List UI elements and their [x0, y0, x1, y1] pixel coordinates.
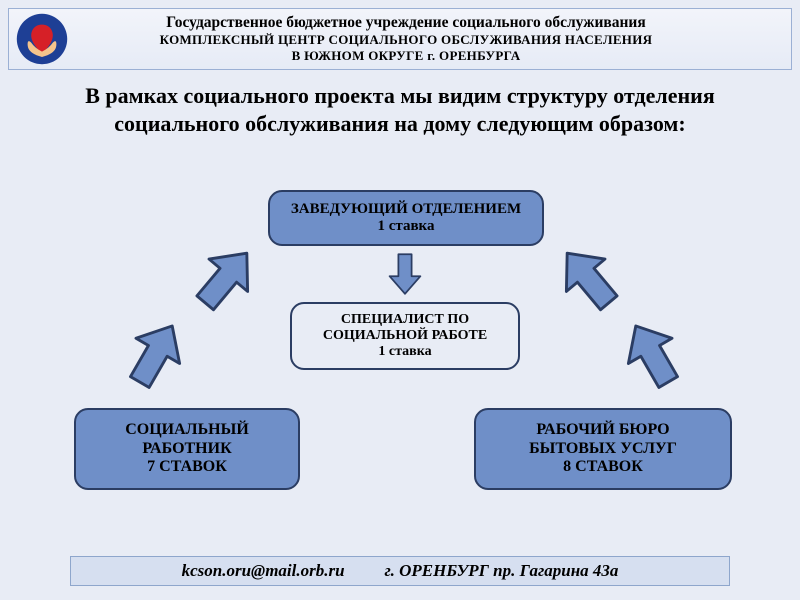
node-spec: СПЕЦИАЛИСТ ПОСОЦИАЛЬНОЙ РАБОТЕ1 ставка [290, 302, 520, 370]
org-logo [13, 10, 71, 68]
header-line2: КОМПЛЕКСНЫЙ ЦЕНТР СОЦИАЛЬНОГО ОБСЛУЖИВАН… [71, 32, 741, 48]
arrow-a_left2 [105, 301, 207, 406]
footer-address: г. ОРЕНБУРГ пр. Гагарина 43а [385, 561, 619, 581]
footer-bar: kcson.oru@mail.orb.ru г. ОРЕНБУРГ пр. Га… [70, 556, 730, 586]
footer-email: kcson.oru@mail.orb.ru [182, 561, 345, 581]
header-text: Государственное бюджетное учреждение соц… [71, 14, 791, 64]
arrow-a_left1 [173, 224, 280, 332]
header-line1: Государственное бюджетное учреждение соц… [71, 14, 741, 32]
node-label-spec: СПЕЦИАЛИСТ ПОСОЦИАЛЬНОЙ РАБОТЕ1 ставка [323, 312, 487, 360]
header-bar: Государственное бюджетное учреждение соц… [8, 8, 792, 70]
header-line3: В ЮЖНОМ ОКРУГЕ г. ОРЕНБУРГА [71, 48, 741, 64]
node-bureau: РАБОЧИЙ БЮРОБЫТОВЫХ УСЛУГ8 СТАВОК [474, 408, 732, 490]
intro-text: В рамках социального проекта мы видим ст… [20, 82, 780, 137]
node-label-head: ЗАВЕДУЮЩИЙ ОТДЕЛЕНИЕМ1 ставка [291, 201, 521, 236]
node-label-bureau: РАБОЧИЙ БЮРОБЫТОВЫХ УСЛУГ8 СТАВОК [529, 421, 677, 476]
node-label-worker: СОЦИАЛЬНЫЙРАБОТНИК7 СТАВОК [125, 421, 249, 476]
node-head: ЗАВЕДУЮЩИЙ ОТДЕЛЕНИЕМ1 ставка [268, 190, 544, 246]
arrow-a_right1 [535, 224, 642, 332]
node-worker: СОЦИАЛЬНЫЙРАБОТНИК7 СТАВОК [74, 408, 300, 490]
slide: Государственное бюджетное учреждение соц… [0, 0, 800, 600]
arrow-a_down [383, 250, 427, 298]
arrow-a_right2 [601, 301, 703, 406]
